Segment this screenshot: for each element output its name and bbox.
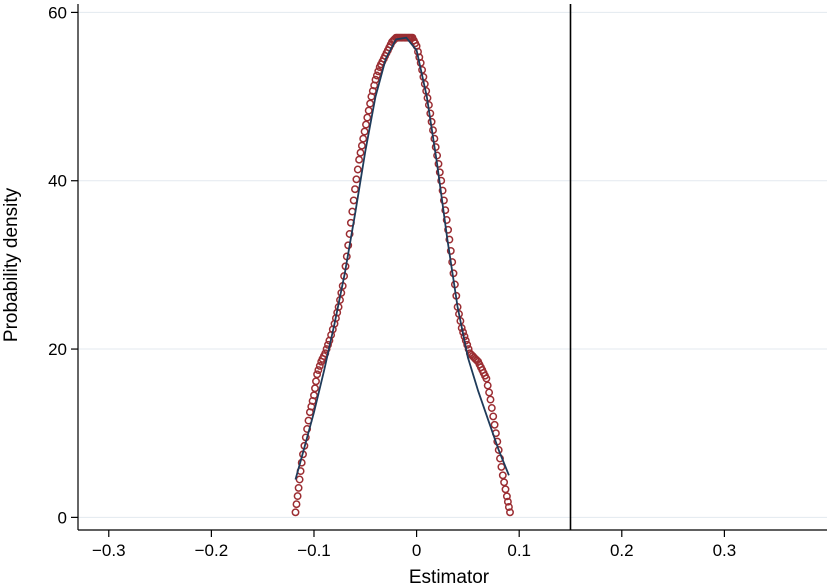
x-ticks: −0.3 −0.2 −0.1 0 0.1 0.2 0.3 [92,530,736,560]
data-point [291,508,300,517]
data-point [313,370,322,379]
grid [78,11,827,518]
data-point [444,225,453,234]
data-point [502,492,511,501]
data-point [448,258,457,267]
data-point [446,246,455,255]
data-point [463,340,472,349]
data-point [441,206,450,215]
data-point [485,388,494,397]
x-tick-label: −0.1 [297,541,331,560]
y-ticks: 0 20 40 60 [48,3,78,527]
data-point [292,500,301,509]
y-tick-label: 0 [58,508,67,527]
x-tick-label: 0.2 [610,541,634,560]
data-point [489,412,498,421]
data-point [322,345,331,354]
data-point [314,366,323,375]
x-tick-label: −0.3 [92,541,126,560]
y-axis-title: Probability density [1,187,22,342]
data-point [439,196,448,205]
data-point [372,71,381,80]
data-point [438,186,447,195]
data-point [364,106,373,115]
series-group [291,33,514,517]
x-tick-label: −0.2 [195,541,229,560]
data-point [352,175,361,184]
data-point [445,235,454,244]
data-point [487,404,496,412]
data-point [504,503,513,511]
y-tick-label: 60 [48,3,67,22]
data-point [360,127,369,136]
x-tick-label: 0 [412,541,421,560]
data-point [357,141,366,150]
y-tick-label: 40 [48,172,67,191]
x-tick-label: 0.1 [507,541,531,560]
data-point [356,148,365,157]
data-point [490,420,499,429]
data-point [494,446,503,454]
data-point [442,216,451,224]
data-point [345,230,354,238]
data-point [483,381,492,390]
data-point [359,134,368,143]
data-point [294,483,303,492]
data-point [315,361,324,370]
data-point [355,155,364,164]
data-point [498,471,507,480]
data-point [324,340,332,349]
data-point [486,395,495,404]
x-tick-label: 0.3 [713,541,737,560]
data-point [362,120,370,129]
data-point [435,168,444,177]
x-axis-title: Estimator [409,567,490,586]
data-point [312,377,320,386]
y-tick-label: 20 [48,340,67,359]
data-point [500,478,509,487]
data-point [482,374,491,383]
data-point [371,75,380,84]
data-point [363,113,372,122]
data-point [437,176,446,185]
fitted-density-line [294,36,510,480]
data-point [353,165,362,174]
data-point [506,508,514,517]
data-point [293,492,302,501]
data-point [503,497,512,506]
data-point [351,185,359,194]
axes [77,4,827,531]
data-point [434,159,443,168]
data-point [501,485,510,494]
